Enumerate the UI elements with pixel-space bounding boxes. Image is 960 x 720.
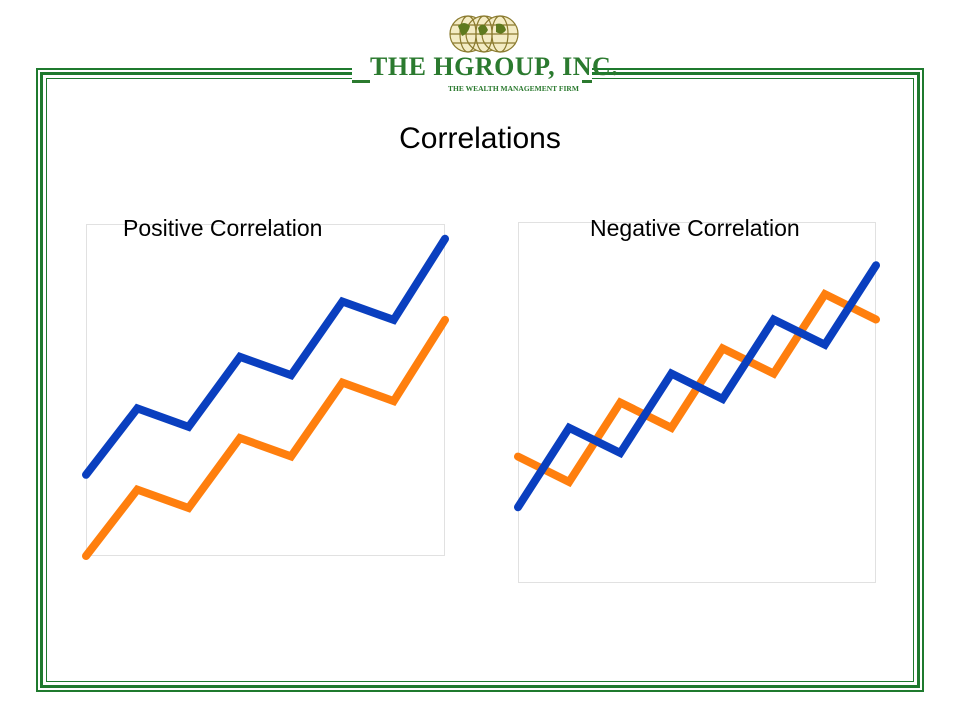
data-point-positive-0-2 (188, 426, 190, 428)
data-point-negative-1-1 (568, 427, 570, 429)
data-point-negative-0-7 (875, 319, 877, 320)
data-point-negative-0-5 (773, 373, 775, 375)
data-point-negative-0-0 (517, 456, 519, 458)
chart-panel-positive (86, 224, 445, 556)
data-point-positive-0-6 (393, 319, 395, 321)
data-point-positive-0-3 (239, 356, 241, 358)
series-line-negative-1 (514, 261, 880, 512)
globe-icon (449, 15, 519, 53)
data-point-positive-1-1 (136, 489, 138, 491)
data-point-positive-0-5 (341, 301, 343, 302)
chart-panel-negative (518, 222, 876, 583)
data-point-positive-1-3 (239, 437, 241, 439)
data-point-positive-1-5 (341, 382, 343, 384)
data-point-positive-1-7 (444, 319, 446, 321)
logo-rule-left (352, 80, 370, 83)
data-point-negative-0-1 (568, 481, 570, 483)
chart-title-negative: Negative Correlation (590, 215, 800, 241)
data-point-positive-1-6 (393, 400, 395, 402)
data-point-negative-1-3 (670, 373, 672, 375)
logo-rule-right (582, 80, 592, 83)
data-point-positive-0-1 (136, 407, 138, 409)
data-point-negative-1-7 (875, 264, 877, 266)
data-point-positive-0-4 (290, 374, 292, 376)
data-point-negative-0-4 (722, 347, 724, 349)
data-point-positive-0-7 (444, 238, 446, 240)
slide-title: Correlations (399, 122, 561, 155)
company-logo: THE HGROUP, INC. THE WEALTH MANAGEMENT F… (352, 8, 618, 93)
series-line-positive-1 (82, 315, 449, 560)
data-point-positive-1-0 (85, 555, 87, 557)
data-point-negative-0-3 (670, 427, 672, 429)
series-line-positive-0 (82, 234, 449, 479)
data-point-negative-1-4 (722, 398, 724, 400)
data-point-negative-1-5 (773, 319, 775, 320)
data-point-positive-1-2 (188, 507, 190, 509)
data-point-negative-0-6 (824, 293, 826, 295)
data-point-positive-1-4 (290, 455, 292, 457)
data-point-negative-1-0 (517, 506, 519, 508)
data-point-positive-0-0 (85, 474, 87, 476)
data-point-negative-1-2 (619, 452, 621, 454)
logo-name: THE HGROUP, INC. (370, 52, 619, 81)
data-point-negative-0-2 (619, 402, 621, 403)
chart-title-positive: Positive Correlation (123, 215, 323, 241)
logo-tagline: THE WEALTH MANAGEMENT FIRM (448, 84, 579, 93)
data-point-negative-1-6 (824, 344, 826, 346)
